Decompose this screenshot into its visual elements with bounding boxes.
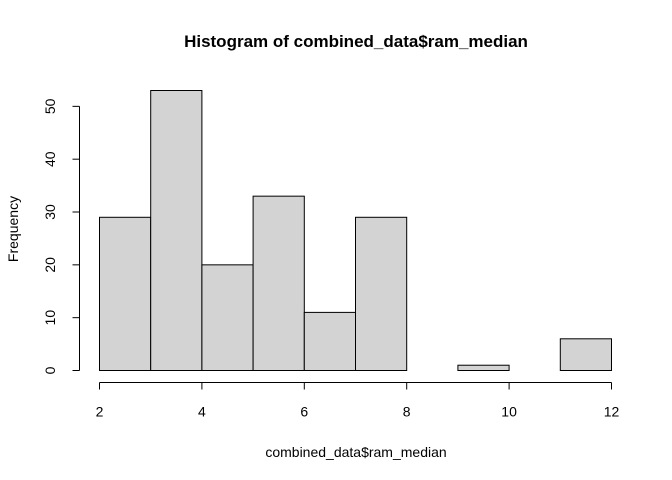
histogram-bar xyxy=(252,195,305,371)
y-tick-label: 50 xyxy=(42,98,58,114)
histogram-bar xyxy=(303,311,356,371)
chart-title: Histogram of combined_data$ram_median xyxy=(184,32,528,51)
histogram-bar xyxy=(355,216,408,371)
histogram-bar xyxy=(99,216,152,371)
x-tick-label: 6 xyxy=(300,404,308,420)
bars-layer xyxy=(99,90,612,372)
x-tick-label: 8 xyxy=(403,404,411,420)
histogram-bar xyxy=(201,264,254,371)
y-tick-label: 0 xyxy=(42,366,58,374)
histogram-bar xyxy=(150,90,203,371)
y-tick-label: 30 xyxy=(42,204,58,220)
x-axis-label: combined_data$ram_median xyxy=(265,444,446,460)
y-tick-label: 40 xyxy=(42,151,58,167)
x-axis: 2 4 6 8 10 12 xyxy=(96,382,620,420)
x-tick-label: 12 xyxy=(604,404,620,420)
x-tick-label: 2 xyxy=(96,404,104,420)
x-tick-label: 10 xyxy=(501,404,517,420)
histogram-bar xyxy=(457,364,510,372)
x-tick-label: 4 xyxy=(198,404,206,420)
y-tick-label: 10 xyxy=(42,310,58,326)
y-tick-label: 20 xyxy=(42,257,58,273)
histogram-bar xyxy=(559,338,612,372)
y-axis-label: Frequency xyxy=(5,196,21,262)
y-axis: 0 10 20 30 40 50 xyxy=(42,98,80,374)
